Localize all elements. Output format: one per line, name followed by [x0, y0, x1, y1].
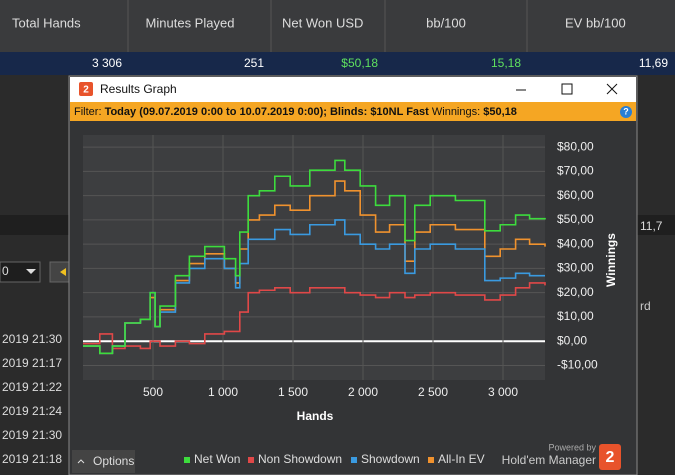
legend-label: Non Showdown [258, 452, 342, 466]
x-tick-label: 2 500 [418, 385, 448, 399]
legend-swatch [248, 457, 254, 463]
y-tick-label: -$10,00 [557, 358, 598, 372]
cell: 11,69 [639, 56, 668, 70]
winnings-value: $50,18 [483, 106, 517, 118]
column-header: Minutes Played [146, 15, 235, 30]
dropdown-arrow [26, 269, 36, 274]
plot-area [83, 135, 545, 380]
y-tick-label: $40,00 [557, 236, 594, 250]
y-tick-label: $30,00 [557, 261, 594, 275]
time-cell: 2019 21:30 [2, 332, 62, 346]
title-bar [70, 77, 636, 102]
powered-by: Powered by [548, 442, 596, 452]
brand: Hold'em Manager [502, 453, 596, 467]
bg-value: 11,7 [640, 219, 663, 233]
cell: 15,18 [491, 56, 521, 70]
help-button[interactable] [620, 106, 632, 118]
maximize-button[interactable] [561, 83, 573, 95]
legend-swatch [428, 457, 434, 463]
table-row[interactable] [0, 52, 675, 75]
series-line [83, 180, 546, 355]
x-tick-label: 1 000 [208, 385, 238, 399]
dropdown-value: 0 [2, 264, 9, 278]
y-tick-label: $80,00 [557, 139, 594, 153]
x-tick-label: 2 000 [348, 385, 378, 399]
window-title: Results Graph [100, 82, 177, 96]
y-tick-label: $50,00 [557, 212, 594, 226]
filter-label: Filter: [74, 106, 102, 118]
column-header: EV bb/100 [565, 15, 626, 30]
y-tick-label: $10,00 [557, 309, 594, 323]
window-icon-text: 2 [83, 85, 89, 96]
cell: $50,18 [341, 56, 378, 70]
column-header: bb/100 [426, 15, 466, 30]
y-axis-label: Winnings [604, 233, 618, 287]
brand-logo [599, 444, 621, 470]
brand-logo-text: 2 [606, 449, 615, 466]
legend-swatch [184, 457, 190, 463]
column-header: Net Won USD [282, 15, 363, 30]
options-chevron [77, 459, 85, 464]
time-cell: 2019 21:30 [2, 428, 62, 442]
filter-text: Filter: Today (09.07.2019 0:00 to 10.07.… [74, 106, 517, 118]
y-tick-label: $60,00 [557, 188, 594, 202]
time-cell: 2019 21:18 [2, 452, 62, 466]
filter-bar [70, 102, 636, 121]
nav-icon [60, 268, 66, 276]
chart: -$10,00 $0,00 $10,00 $20,00 $30,00 $40,00 $50,… [83, 135, 618, 466]
nav-button[interactable] [49, 261, 70, 283]
cell: 251 [244, 56, 264, 70]
help-text: ? [623, 106, 629, 116]
y-tick-label: $70,00 [557, 164, 594, 178]
x-tick-label: 500 [143, 385, 163, 399]
y-tick-label: $20,00 [557, 285, 594, 299]
bg-band [0, 215, 69, 235]
options-label: Options [93, 454, 134, 468]
x-axis-label: Hands [297, 409, 334, 423]
window-icon [79, 82, 93, 96]
x-tick-label: 1 500 [278, 385, 308, 399]
legend-swatch [351, 457, 357, 463]
column-header: Total Hands [12, 15, 81, 30]
legend-label: All-In EV [438, 452, 485, 466]
filter-value: Today (09.07.2019 0:00 to 10.07.2019 0:0… [105, 106, 430, 118]
header-separators [127, 0, 528, 52]
bg-band [637, 215, 675, 235]
series-line [83, 159, 546, 355]
time-cell: 2019 21:24 [2, 404, 62, 418]
series-line [83, 282, 546, 350]
time-cell: 2019 21:22 [2, 380, 62, 394]
x-tick-label: 3 000 [488, 385, 518, 399]
options-button[interactable] [72, 450, 135, 473]
winnings-label: Winnings: [432, 106, 480, 118]
y-tick-label: $0,00 [557, 333, 587, 347]
legend-label: Net Won [194, 452, 240, 466]
dropdown[interactable] [0, 261, 41, 283]
cell: 3 306 [92, 56, 122, 70]
legend-label: Showdown [361, 452, 420, 466]
close-button[interactable] [606, 83, 618, 95]
time-cell: 2019 21:17 [2, 356, 62, 370]
table-header [0, 0, 675, 52]
bg-value: rd [640, 299, 651, 313]
